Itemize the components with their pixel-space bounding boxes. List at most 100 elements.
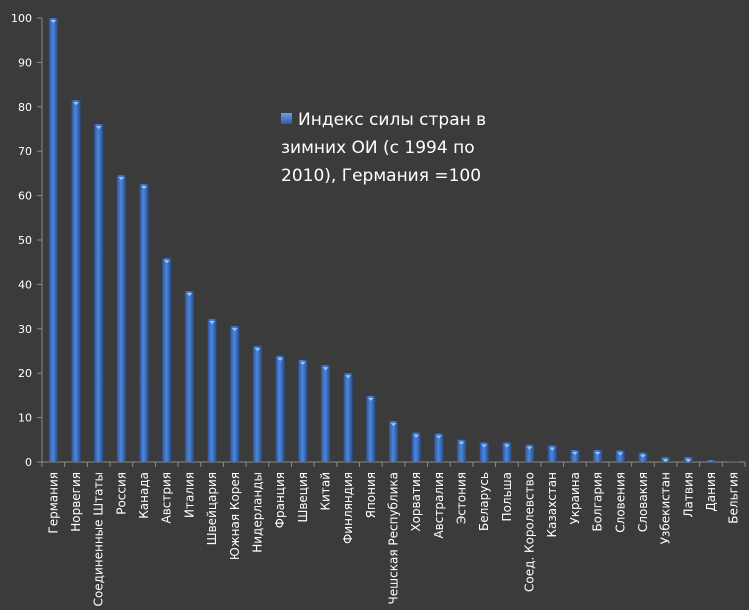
x-tick-label: Словакия [636, 472, 650, 532]
legend: Индекс силы стран в зимних ОИ (с 1994 по… [281, 106, 511, 190]
bar-cap [141, 186, 148, 190]
y-tick-label: 10 [18, 412, 32, 425]
bar [593, 450, 603, 462]
bar-cap [367, 397, 374, 401]
x-tick-label: Казахстан [545, 472, 559, 538]
x-tick-label: Россия [114, 472, 128, 515]
bar [116, 175, 126, 462]
bar-cap [118, 177, 125, 181]
bar-cap [639, 454, 646, 458]
y-tick-label: 60 [18, 190, 32, 203]
bar [547, 445, 557, 462]
bar [434, 433, 444, 462]
bar [457, 439, 467, 462]
bar-cap [549, 447, 556, 451]
legend-label: Индекс силы стран в зимних ОИ (с 1994 по… [281, 110, 487, 186]
x-tick-label: Бельгия [727, 472, 741, 524]
bar [502, 442, 512, 462]
bar [275, 355, 285, 462]
bar-cap [571, 452, 578, 456]
legend-swatch [281, 113, 292, 124]
bar [207, 319, 217, 462]
x-tick-label: Словения [613, 472, 627, 533]
x-tick-label: Швейцария [205, 472, 219, 545]
bar [139, 184, 149, 462]
bar [729, 461, 739, 463]
bar [366, 395, 376, 462]
bar [162, 258, 172, 462]
bar [48, 18, 58, 462]
y-tick-label: 90 [18, 56, 32, 69]
x-tick-label: Болгария [591, 472, 605, 532]
x-tick-label: Италия [182, 472, 196, 518]
bar-cap [95, 126, 102, 130]
bar [343, 373, 353, 462]
bar [479, 442, 489, 462]
bar-cap [526, 446, 533, 450]
y-tick-label: 20 [18, 367, 32, 380]
x-tick-label: Украина [568, 472, 582, 525]
bar [706, 460, 716, 462]
bar [298, 359, 308, 462]
y-tick-label: 50 [18, 234, 32, 247]
bar [570, 450, 580, 462]
x-tick-label: Канада [137, 472, 151, 519]
bar [230, 326, 240, 462]
x-tick-label: Соед. Королевство [523, 472, 537, 592]
bar [411, 432, 421, 462]
bar-cap [209, 321, 216, 325]
x-tick-label: Хорватия [409, 472, 423, 532]
y-tick-label: 30 [18, 323, 32, 336]
x-tick-label: Чешская Республика [387, 472, 401, 604]
x-tick-label: Швеция [296, 472, 310, 522]
x-tick-label: Нидерланды [250, 472, 264, 553]
x-tick-label: Дания [704, 472, 718, 512]
bar-cap [299, 361, 306, 365]
x-tick-label: Соединенные Штаты [92, 472, 106, 606]
x-tick-label: Франция [273, 472, 287, 528]
bar-cap [685, 459, 692, 463]
x-tick-label: Германия [46, 472, 60, 534]
bar-cap [617, 452, 624, 456]
bar [389, 421, 398, 462]
y-tick-label: 40 [18, 278, 32, 291]
bar-cap [413, 434, 420, 438]
bar-cap [435, 435, 442, 439]
bar-cap [390, 423, 397, 427]
bar-cap [277, 357, 284, 361]
bar-cap [254, 348, 261, 352]
bar [71, 100, 81, 462]
x-tick-label: Польша [500, 472, 514, 521]
bar-cap [503, 444, 510, 448]
x-tick-label: Япония [364, 472, 378, 518]
y-tick-label: 0 [25, 456, 32, 469]
bar [94, 124, 104, 462]
y-tick-label: 70 [18, 145, 32, 158]
x-tick-label: Эстония [455, 472, 469, 524]
x-tick-label: Южная Корея [228, 472, 242, 560]
x-tick-label: Норвегия [69, 472, 83, 532]
bar [615, 450, 625, 462]
bar [184, 291, 194, 462]
x-tick-label: Латвия [681, 472, 695, 517]
bar-cap [73, 102, 80, 106]
bar-cap [322, 367, 329, 371]
bar-cap [231, 328, 238, 332]
bar-cap [163, 260, 170, 264]
bar-cap [345, 375, 352, 379]
bar-cap [50, 20, 57, 23]
bar-cap [458, 441, 465, 445]
y-tick-label: 100 [11, 12, 32, 25]
x-tick-label: Финляндия [341, 472, 355, 544]
bar [320, 365, 330, 462]
x-tick-label: Китай [318, 472, 332, 510]
y-tick-label: 80 [18, 101, 32, 114]
bar-cap [186, 293, 193, 297]
x-tick-label: Узбекистан [659, 472, 673, 544]
x-tick-label: Австралия [432, 472, 446, 539]
x-tick-label: Австрия [160, 472, 174, 524]
bar-cap [662, 459, 669, 463]
bar [252, 346, 262, 462]
bar-cap [594, 452, 601, 456]
